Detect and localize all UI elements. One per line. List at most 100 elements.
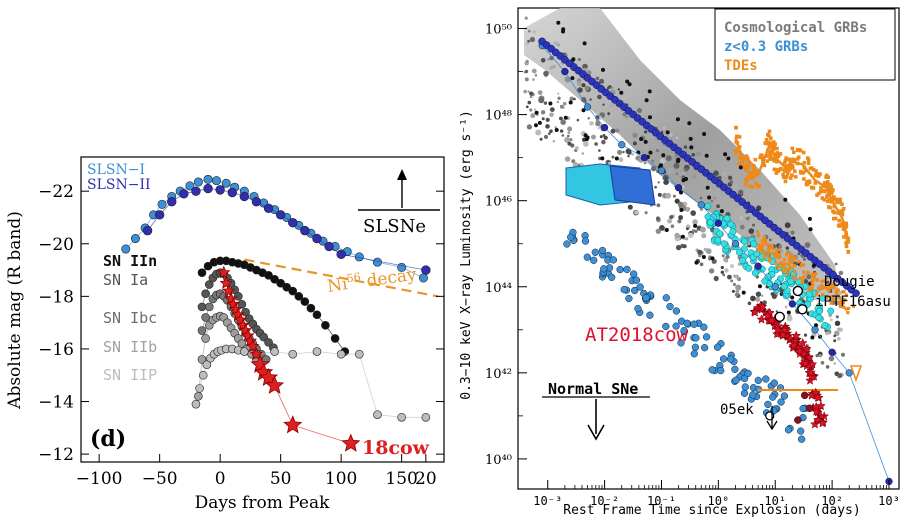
- left-data-point: [121, 244, 131, 254]
- slsne-arrow-head-icon: [397, 169, 407, 180]
- left-data-point: [276, 278, 285, 288]
- left-data-point: [191, 186, 201, 196]
- tde-point: [769, 145, 774, 149]
- cosmological-grb-point: [557, 96, 561, 100]
- tde-point: [737, 145, 742, 149]
- left-data-point: [195, 384, 204, 393]
- cosmological-grb-point: [725, 254, 730, 259]
- left-data-point: [373, 410, 382, 419]
- tde-point: [810, 272, 814, 276]
- cosmological-grb-point: [648, 150, 653, 155]
- cosmological-grb-point: [734, 292, 739, 297]
- low-z-grb-point: [702, 333, 711, 341]
- cosmological-grb-point: [595, 115, 600, 120]
- cosmological-grb-point: [574, 146, 579, 151]
- cosmological-grb-point: [532, 29, 537, 35]
- tde-point: [768, 257, 772, 261]
- tde-point: [795, 157, 800, 161]
- cosmological-grb-point: [662, 175, 667, 181]
- cosmological-grb-point: [541, 117, 545, 121]
- low-z-grb-point: [749, 391, 757, 399]
- cow-label: 18cow: [362, 437, 430, 459]
- left-data-point: [203, 174, 213, 184]
- tde-point: [818, 190, 823, 194]
- cosmological-grb-point: [543, 101, 548, 105]
- cosmological-grb-point: [556, 20, 561, 25]
- left-data-point: [275, 210, 286, 220]
- cosmological-grb-point: [674, 198, 680, 204]
- legend-cosmological-grbs: Cosmological GRBs: [724, 20, 867, 36]
- tde-point: [788, 176, 793, 180]
- cosmological-grb-point: [705, 185, 710, 190]
- low-z-grb-point: [777, 398, 785, 406]
- cosmological-grb-point: [667, 167, 674, 174]
- cosmological-grb-point: [732, 282, 737, 287]
- low-z-grb-point: [700, 344, 709, 352]
- left-data-point: [201, 334, 210, 343]
- cosmological-grb-point: [655, 228, 661, 234]
- cosmological-grb-point: [610, 87, 614, 92]
- cosmological-grb-point: [564, 137, 570, 143]
- low-z-grb-point: [811, 326, 819, 334]
- tde-point: [828, 282, 832, 286]
- cosmological-grb-point: [692, 174, 697, 179]
- tde-point: [840, 212, 845, 217]
- tde-point: [746, 175, 750, 179]
- tde-point: [807, 179, 812, 183]
- tde-point: [748, 173, 752, 177]
- left-data-point: [336, 349, 346, 359]
- tde-point: [787, 256, 792, 260]
- cosmological-grb-point: [577, 87, 583, 93]
- tde-point: [768, 154, 773, 159]
- cosmological-grb-point: [648, 115, 652, 120]
- low-z-grb-point: [563, 240, 571, 248]
- low-z-grb-point: [632, 276, 641, 284]
- cosmological-grb-point: [678, 215, 683, 220]
- cosmological-grb-point: [602, 103, 605, 106]
- cosmological-grb-point: [748, 228, 755, 234]
- cosmological-grb-point: [693, 223, 698, 228]
- right-x-tick-label: 10²: [821, 494, 843, 508]
- cosmological-grb-point: [710, 199, 714, 203]
- low-z-grb-point: [616, 265, 624, 274]
- cosmological-grb-point: [528, 29, 531, 33]
- tde-point: [831, 209, 835, 213]
- cosmological-grb-point: [786, 315, 793, 322]
- at2018cow-point: [806, 367, 816, 377]
- cosmological-grb-point: [644, 146, 648, 150]
- tde-point: [842, 305, 846, 309]
- low-z-grb-line: [541, 45, 890, 482]
- left-data-point: [154, 210, 165, 220]
- low-z-grb-point: [716, 230, 724, 238]
- low-z-grb-point: [784, 426, 793, 434]
- cosmological-grb-point: [601, 139, 606, 145]
- tde-point: [758, 155, 762, 160]
- tde-point: [736, 148, 740, 152]
- low-z-grb-point: [744, 369, 752, 378]
- tde-point: [815, 292, 819, 296]
- left-data-point: [354, 349, 364, 359]
- tde-point: [760, 240, 764, 244]
- cosmological-grb-point: [535, 129, 542, 136]
- low-z-grb-point: [740, 245, 748, 253]
- tde-point: [784, 166, 789, 171]
- cow-star-point: [238, 323, 253, 337]
- cosmological-grb-point: [739, 224, 745, 230]
- left-y-tick-label: −20: [38, 235, 74, 255]
- left-x-axis-label: Days from Peak: [195, 493, 331, 513]
- tde-point: [825, 195, 829, 199]
- cosmological-grb-point: [556, 100, 560, 104]
- cosmological-grb-point: [569, 138, 573, 142]
- left-data-point: [330, 334, 340, 343]
- low-z-grb-point: [666, 302, 674, 311]
- cosmological-grb-point: [690, 210, 696, 216]
- cosmological-grb-point: [534, 123, 538, 128]
- low-z-grb-point: [797, 427, 805, 435]
- cosmological-grb-point: [584, 137, 589, 142]
- left-data-point: [221, 178, 231, 188]
- tde-point: [768, 150, 772, 154]
- low-z-grb-point: [714, 236, 722, 244]
- cosmological-grb-point: [632, 141, 637, 146]
- cosmological-grb-point: [661, 153, 666, 158]
- cosmological-grb-point: [705, 248, 712, 255]
